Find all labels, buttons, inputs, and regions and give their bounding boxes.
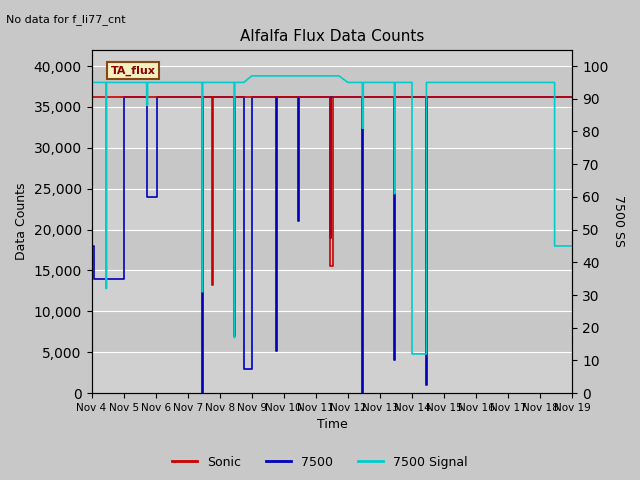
Title: Alfalfa Flux Data Counts: Alfalfa Flux Data Counts (240, 29, 424, 44)
Bar (92, 148, 572, 189)
Legend: Sonic, 7500, 7500 Signal: Sonic, 7500, 7500 Signal (167, 451, 473, 474)
Bar (92, 66, 572, 107)
Bar (92, 312, 572, 352)
X-axis label: Time: Time (317, 419, 348, 432)
Y-axis label: Data Counts: Data Counts (15, 183, 28, 260)
Y-axis label: 7500 SS: 7500 SS (612, 195, 625, 247)
Text: TA_flux: TA_flux (111, 66, 156, 76)
Text: No data for f_li77_cnt: No data for f_li77_cnt (6, 14, 126, 25)
Bar (92, 229, 572, 271)
